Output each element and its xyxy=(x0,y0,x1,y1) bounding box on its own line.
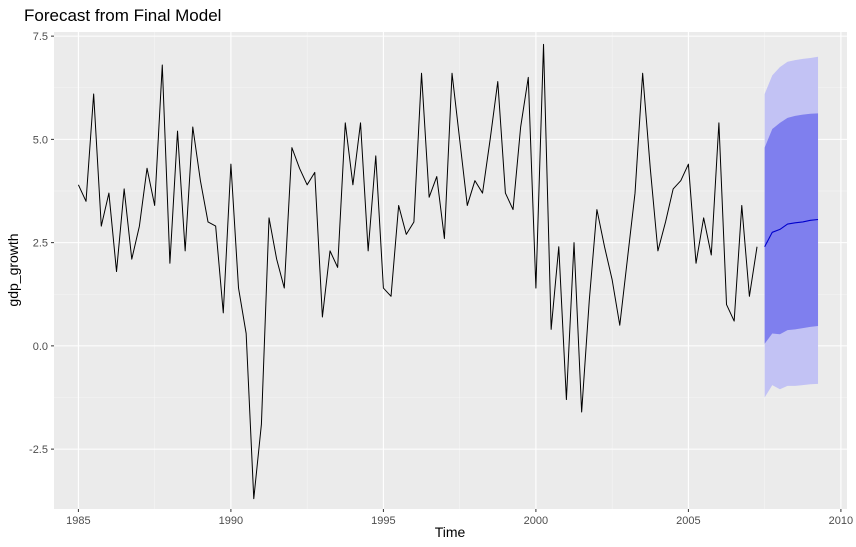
y-tick-label: 2.5 xyxy=(33,238,48,250)
x-tick-label: 1990 xyxy=(219,515,243,527)
prediction-interval-80 xyxy=(764,113,819,344)
y-tick-label: -2.5 xyxy=(29,444,48,456)
major-gridlines xyxy=(54,32,847,509)
forecast-mean-line xyxy=(764,218,819,248)
y-axis: -2.5 0.0 2.5 5.0 7.5 xyxy=(29,31,54,456)
x-tick-label: 2005 xyxy=(676,515,700,527)
x-tick-label: 1985 xyxy=(66,515,90,527)
series-lines xyxy=(77,43,819,500)
y-tick-label: 5.0 xyxy=(33,134,48,146)
x-tick-label: 1995 xyxy=(371,515,395,527)
x-axis: 1985 1990 1995 2000 2005 2010 xyxy=(66,509,853,527)
y-tick-label: 7.5 xyxy=(33,31,48,43)
x-tick-label: 2000 xyxy=(524,515,548,527)
y-tick-label: 0.0 xyxy=(33,341,48,353)
x-axis-title: Time xyxy=(435,524,466,540)
forecast-intervals xyxy=(764,56,819,398)
history-line xyxy=(77,43,758,500)
chart-title: Forecast from Final Model xyxy=(24,6,222,25)
y-axis-title: gdp_growth xyxy=(5,233,21,306)
x-tick-label: 2010 xyxy=(829,515,853,527)
